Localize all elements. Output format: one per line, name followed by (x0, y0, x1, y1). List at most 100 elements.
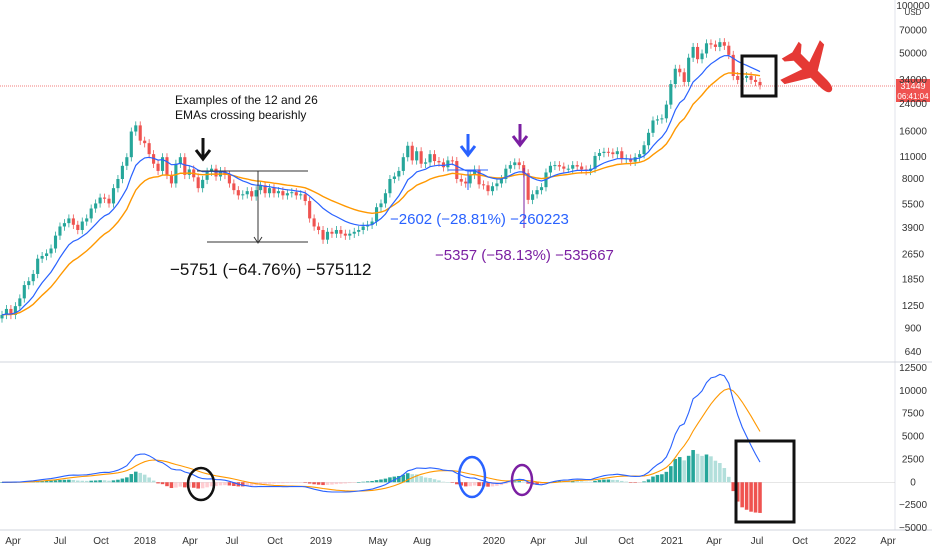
candle-body (259, 185, 263, 191)
candle-body (321, 229, 325, 240)
candle-body (548, 165, 552, 173)
macd-histogram-bar (704, 454, 709, 483)
candle-body (655, 119, 660, 121)
macd-histogram-bar (44, 480, 49, 483)
macd-histogram-bar (209, 482, 214, 487)
macd-histogram-bar (740, 482, 744, 508)
time-tick-label: Oct (267, 536, 283, 547)
macd-histogram-bar (370, 480, 374, 483)
time-tick-label: Apr (706, 536, 722, 547)
candle-body (223, 170, 227, 175)
macd-histogram-bar (339, 482, 343, 484)
candle-body (317, 226, 321, 230)
candle-body (432, 154, 437, 162)
macd-histogram-bar (490, 482, 495, 487)
time-tick-label: Apr (182, 536, 198, 547)
price-axis-ticks: 100000 70000 50000 34000 24000 16000 11000 8000… (896, 1, 930, 358)
macd-histogram-bar (307, 482, 312, 484)
macd-histogram-bar (111, 480, 116, 483)
macd-histogram-bar (495, 482, 499, 486)
macd-histogram-bar (138, 472, 143, 483)
annotation-title-line1: Examples of the 12 and 26 (175, 93, 318, 107)
candle-body (45, 253, 49, 256)
candle-body (406, 145, 410, 158)
candle-body (638, 154, 642, 158)
price-tick-label: 34000 (899, 75, 927, 86)
price-tick-label: 8000 (902, 174, 925, 185)
macd-histogram-bar (579, 481, 584, 483)
candle-body (557, 165, 561, 167)
candle-body (745, 75, 749, 78)
candle-body (441, 162, 445, 168)
candle-body (330, 231, 334, 234)
candle-body (535, 190, 539, 195)
candle-body (143, 140, 147, 144)
ema-26-line (1, 72, 761, 316)
candle-body (450, 160, 454, 162)
macd-histogram-bar (89, 480, 93, 483)
candle-body (156, 163, 160, 171)
candle-body (147, 143, 151, 155)
blue-down-arrow-icon (459, 134, 477, 158)
candle-body (312, 218, 316, 227)
macd-histogram-bar (397, 475, 401, 483)
candle-body (31, 273, 35, 282)
macd-histogram-bar (508, 482, 513, 483)
candle-body (437, 161, 441, 163)
candle-body (178, 157, 182, 164)
macd-histogram-bar (758, 482, 762, 513)
candle-body (196, 177, 200, 189)
time-tick-label: Jul (54, 536, 67, 547)
macd-histogram-bar (619, 480, 624, 483)
macd-histogram-bar (352, 482, 357, 483)
macd-histogram-bar (383, 478, 388, 483)
candle-body (85, 218, 89, 222)
macd-histogram-bar (682, 460, 686, 483)
candle-body (58, 226, 62, 236)
price-tick-label: 640 (905, 347, 922, 358)
candle-body (660, 118, 664, 120)
macd-histogram-bar (673, 458, 678, 483)
candle-body (566, 168, 570, 170)
candles (0, 38, 762, 323)
candle-body (731, 54, 735, 76)
candle-body (272, 188, 276, 194)
candle-body (339, 229, 343, 234)
annotation-measure-2: −2602 (−28.81%) −260223 (390, 211, 569, 228)
macd-histogram-bar (272, 482, 276, 484)
candle-body (477, 169, 481, 185)
candle-body (629, 158, 633, 162)
macd-pane (0, 373, 895, 513)
macd-histogram-bar (321, 482, 325, 486)
candle-body (539, 187, 544, 191)
macd-tick-label: 7500 (902, 409, 925, 420)
price-tick-label: 24000 (899, 99, 927, 110)
macd-histogram-bar (290, 482, 294, 483)
candle-body (276, 191, 281, 194)
macd-histogram-bar (655, 474, 660, 483)
time-tick-label: Apr (880, 536, 896, 547)
candle-body (308, 201, 312, 219)
macd-histogram-bar (437, 480, 441, 483)
macd-histogram-bar (356, 482, 361, 483)
macd-histogram-bar (472, 482, 477, 486)
candle-body (718, 42, 722, 47)
time-tick-label: Jul (575, 536, 588, 547)
candle-body (575, 165, 579, 167)
candle-body (67, 218, 71, 224)
macd-histogram-bar (151, 480, 156, 483)
macd-histogram-bar (526, 482, 530, 484)
candle-body (615, 151, 619, 155)
macd-tick-label: 5000 (902, 432, 925, 443)
macd-histogram-bar (664, 471, 669, 483)
macd-histogram-bar (325, 482, 330, 485)
macd-histogram-bar (187, 482, 192, 488)
macd-histogram-bar (642, 481, 646, 483)
measure-1 (197, 170, 308, 244)
candle-body (593, 155, 597, 169)
macd-histogram-bar (147, 477, 151, 483)
candle-body (187, 169, 191, 175)
macd-histogram-bar (405, 473, 410, 483)
candle-body (606, 151, 610, 153)
